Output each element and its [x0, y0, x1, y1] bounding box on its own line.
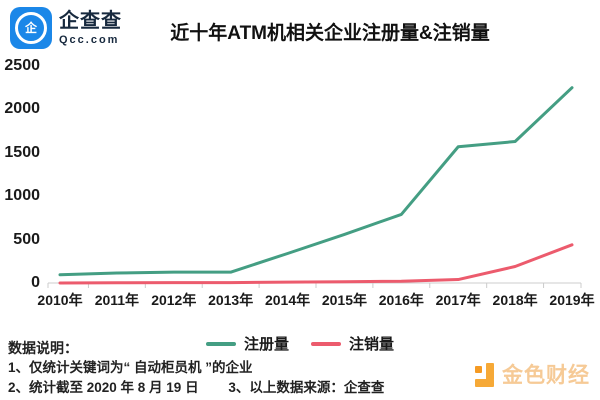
jinse-watermark-text: 金色财经 — [502, 363, 590, 387]
jinse-watermark: 金色财经 — [475, 363, 590, 387]
y-tick-label: 0 — [31, 274, 40, 291]
note-data-source: 3、以上数据来源：企查查 — [228, 380, 385, 395]
y-tick-label: 2000 — [4, 100, 40, 118]
x-tick-label: 2012年 — [151, 292, 197, 308]
x-tick-label: 2013年 — [208, 292, 254, 308]
qcc-logo-glyph: 企 — [15, 12, 47, 44]
jinse-logo-icon — [475, 363, 497, 387]
x-tick-label: 2015年 — [321, 292, 368, 308]
legend-line-swatch — [311, 342, 341, 346]
x-tick-label: 2018年 — [492, 292, 538, 308]
legend-label: 注销量 — [349, 335, 395, 353]
x-tick-label: 2014年 — [264, 292, 311, 308]
notes-line-2: 2、统计截至 2020 年 8 月 19 日 3、以上数据来源：企查查 — [8, 378, 478, 398]
notes-line-1: 1、仅统计关键词为“ 自动柜员机 ”的企业 — [8, 360, 253, 375]
x-tick-label: 2010年 — [37, 292, 83, 308]
qcc-brand: 企 企查查 Qcc.com — [10, 7, 122, 49]
legend-item-0[interactable]: 注册量 — [205, 335, 289, 353]
legend-item-1[interactable]: 注销量 — [311, 337, 394, 352]
brand-text: 企查查 Qcc.com — [59, 11, 122, 46]
x-tick-label: 2017年 — [435, 292, 481, 308]
brand-name: 企查查 — [59, 9, 122, 32]
y-tick-label: 500 — [13, 230, 40, 248]
x-tick-label: 2016年 — [378, 292, 424, 308]
y-tick-label: 1500 — [4, 143, 40, 161]
note-stat-deadline: 2、统计截至 2020 年 8 月 19 日 — [8, 380, 199, 395]
series-line-1 — [58, 243, 574, 285]
chart-legend: 注册量 注销量 — [100, 334, 500, 354]
legend-line-swatch — [205, 342, 236, 346]
data-notes: 数据说明： 1、仅统计关键词为“ 自动柜员机 ”的企业 2、统计截至 2020 … — [8, 338, 478, 398]
y-tick-label: 1000 — [4, 187, 40, 205]
page-title: 近十年ATM机相关企业注册量&注销量 — [170, 23, 490, 44]
brand-domain: Qcc.com — [59, 33, 120, 46]
series-line-0 — [58, 86, 574, 277]
notes-heading: 数据说明： — [8, 340, 78, 356]
x-tick-label: 2019年 — [549, 292, 595, 308]
y-tick-label: 2500 — [4, 57, 40, 74]
legend-label: 注册量 — [243, 335, 289, 353]
qcc-logo-icon: 企 — [10, 7, 52, 49]
x-tick-label: 2011年 — [94, 292, 140, 308]
